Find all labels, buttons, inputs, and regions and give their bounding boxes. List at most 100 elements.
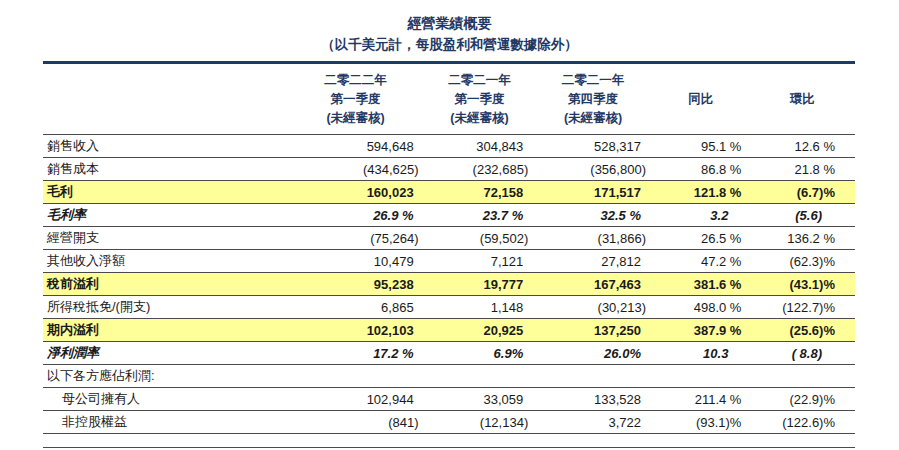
value-cell: 17.2 % <box>287 342 425 365</box>
value-cell: (93.1)% <box>652 411 749 434</box>
value-cell: (75,264) <box>287 227 425 250</box>
column-header-q4-2021: 二零二一年第四季度(未經審核) <box>534 63 652 135</box>
report-title: 經營業績概要 <box>0 13 899 33</box>
value-cell: 33,059 <box>425 388 535 411</box>
value-cell: 23.7 % <box>425 204 535 227</box>
row-label: 其他收入淨額 <box>43 250 287 273</box>
value-cell: 95,238 <box>287 273 425 296</box>
value-cell: 47.2 % <box>652 250 749 273</box>
results-table-wrapper: 二零二二年第一季度(未經審核)二零二一年第一季度(未經審核)二零二一年第四季度(… <box>43 61 855 434</box>
table-body: 銷售收入594,648304,843528,31795.1 %12.6 %銷售成… <box>43 135 855 434</box>
row-label: 所得稅抵免/(開支) <box>43 296 287 319</box>
value-cell: (232,685) <box>425 158 535 181</box>
table-row: 銷售成本(434,625)(232,685)(356,800)86.8 %21.… <box>43 158 855 181</box>
column-header-q1-2021: 二零二一年第一季度(未經審核) <box>425 63 535 135</box>
value-cell: 32.5 % <box>534 204 652 227</box>
value-cell: (59,502) <box>425 227 535 250</box>
value-cell: ( 8.8) <box>749 342 855 365</box>
value-cell: 26.9 % <box>287 204 425 227</box>
row-label: 銷售成本 <box>43 158 287 181</box>
value-cell: 381.6 % <box>652 273 749 296</box>
value-cell: (434,625) <box>287 158 425 181</box>
value-cell: 594,648 <box>287 135 425 158</box>
table-head: 二零二二年第一季度(未經審核)二零二一年第一季度(未經審核)二零二一年第四季度(… <box>43 63 855 135</box>
value-cell: (12,134) <box>425 411 535 434</box>
row-label: 銷售收入 <box>43 135 287 158</box>
table-row: 所得稅抵免/(開支)6,8651,148(30,213)498.0 %(122.… <box>43 296 855 319</box>
value-cell: 12.6 % <box>749 135 855 158</box>
row-label: 期内溢利 <box>43 319 287 342</box>
row-label: 經營開支 <box>43 227 287 250</box>
value-cell: 498.0 % <box>652 296 749 319</box>
row-label: 稅前溢利 <box>43 273 287 296</box>
column-header-yoy: 同比 <box>652 63 749 135</box>
row-label: 非控股權益 <box>43 411 287 434</box>
row-label: 毛利率 <box>43 204 287 227</box>
column-header-row-label <box>43 63 287 135</box>
value-cell: (122.6)% <box>749 411 855 434</box>
report-subtitle: （以千美元計，每股盈利和營運數據除外） <box>0 35 899 55</box>
value-cell: 102,103 <box>287 319 425 342</box>
table-row: 銷售收入594,648304,843528,31795.1 %12.6 % <box>43 135 855 158</box>
value-cell: (25.6)% <box>749 319 855 342</box>
value-cell: 137,250 <box>534 319 652 342</box>
value-cell: 160,023 <box>287 181 425 204</box>
results-table: 二零二二年第一季度(未經審核)二零二一年第一季度(未經審核)二零二一年第四季度(… <box>43 61 855 434</box>
column-header-qoq: 環比 <box>749 63 855 135</box>
value-cell: (62.3)% <box>749 250 855 273</box>
value-cell: 211.4 % <box>652 388 749 411</box>
value-cell: 136.2 % <box>749 227 855 250</box>
row-label: 淨利潤率 <box>43 342 287 365</box>
value-cell: 26.0% <box>534 342 652 365</box>
value-cell: 7,121 <box>425 250 535 273</box>
value-cell: 102,944 <box>287 388 425 411</box>
value-cell: 19,777 <box>425 273 535 296</box>
value-cell: 26.5 % <box>652 227 749 250</box>
value-cell: (122.7)% <box>749 296 855 319</box>
column-header-q1-2022: 二零二二年第一季度(未經審核) <box>287 63 425 135</box>
table-row: 毛利160,02372,158171,517121.8 %(6.7)% <box>43 181 855 204</box>
value-cell: 387.9 % <box>652 319 749 342</box>
table-row: 期内溢利102,10320,925137,250387.9 %(25.6)% <box>43 319 855 342</box>
value-cell: 6.9% <box>425 342 535 365</box>
report-page: 經營業績概要 （以千美元計，每股盈利和營運數據除外） 二零二二年第一季度(未經審… <box>0 13 899 450</box>
table-header-row: 二零二二年第一季度(未經審核)二零二一年第一季度(未經審核)二零二一年第四季度(… <box>43 63 855 135</box>
value-cell: 171,517 <box>534 181 652 204</box>
value-cell: (6.7)% <box>749 181 855 204</box>
value-cell: (5.6) <box>749 204 855 227</box>
value-cell: 133,528 <box>534 388 652 411</box>
value-cell: 167,463 <box>534 273 652 296</box>
table-row: 淨利潤率17.2 %6.9%26.0%10.3( 8.8) <box>43 342 855 365</box>
value-cell: 86.8 % <box>652 158 749 181</box>
value-cell: 6,865 <box>287 296 425 319</box>
value-cell: 528,317 <box>534 135 652 158</box>
value-cell <box>534 365 652 388</box>
value-cell: 95.1 % <box>652 135 749 158</box>
row-label: 以下各方應佔利潤: <box>43 365 287 388</box>
value-cell: 10.3 <box>652 342 749 365</box>
value-cell: 20,925 <box>425 319 535 342</box>
value-cell: (31,866) <box>534 227 652 250</box>
row-label: 母公司擁有人 <box>43 388 287 411</box>
value-cell: 304,843 <box>425 135 535 158</box>
value-cell <box>652 365 749 388</box>
value-cell: 27,812 <box>534 250 652 273</box>
bottom-rule <box>43 447 855 448</box>
value-cell: (30,213) <box>534 296 652 319</box>
table-row: 以下各方應佔利潤: <box>43 365 855 388</box>
table-row: 稅前溢利95,23819,777167,463381.6 %(43.1)% <box>43 273 855 296</box>
value-cell: (356,800) <box>534 158 652 181</box>
value-cell: (43.1)% <box>749 273 855 296</box>
table-row: 經營開支(75,264)(59,502)(31,866)26.5 %136.2 … <box>43 227 855 250</box>
value-cell: 3.2 <box>652 204 749 227</box>
value-cell: (841) <box>287 411 425 434</box>
table-row: 其他收入淨額10,4797,12127,81247.2 %(62.3)% <box>43 250 855 273</box>
table-row: 母公司擁有人102,94433,059133,528211.4 %(22.9)% <box>43 388 855 411</box>
table-row: 非控股權益(841)(12,134)3,722(93.1)%(122.6)% <box>43 411 855 434</box>
value-cell: (22.9)% <box>749 388 855 411</box>
value-cell <box>425 365 535 388</box>
value-cell: 3,722 <box>534 411 652 434</box>
value-cell: 21.8 % <box>749 158 855 181</box>
value-cell: 72,158 <box>425 181 535 204</box>
value-cell: 1,148 <box>425 296 535 319</box>
